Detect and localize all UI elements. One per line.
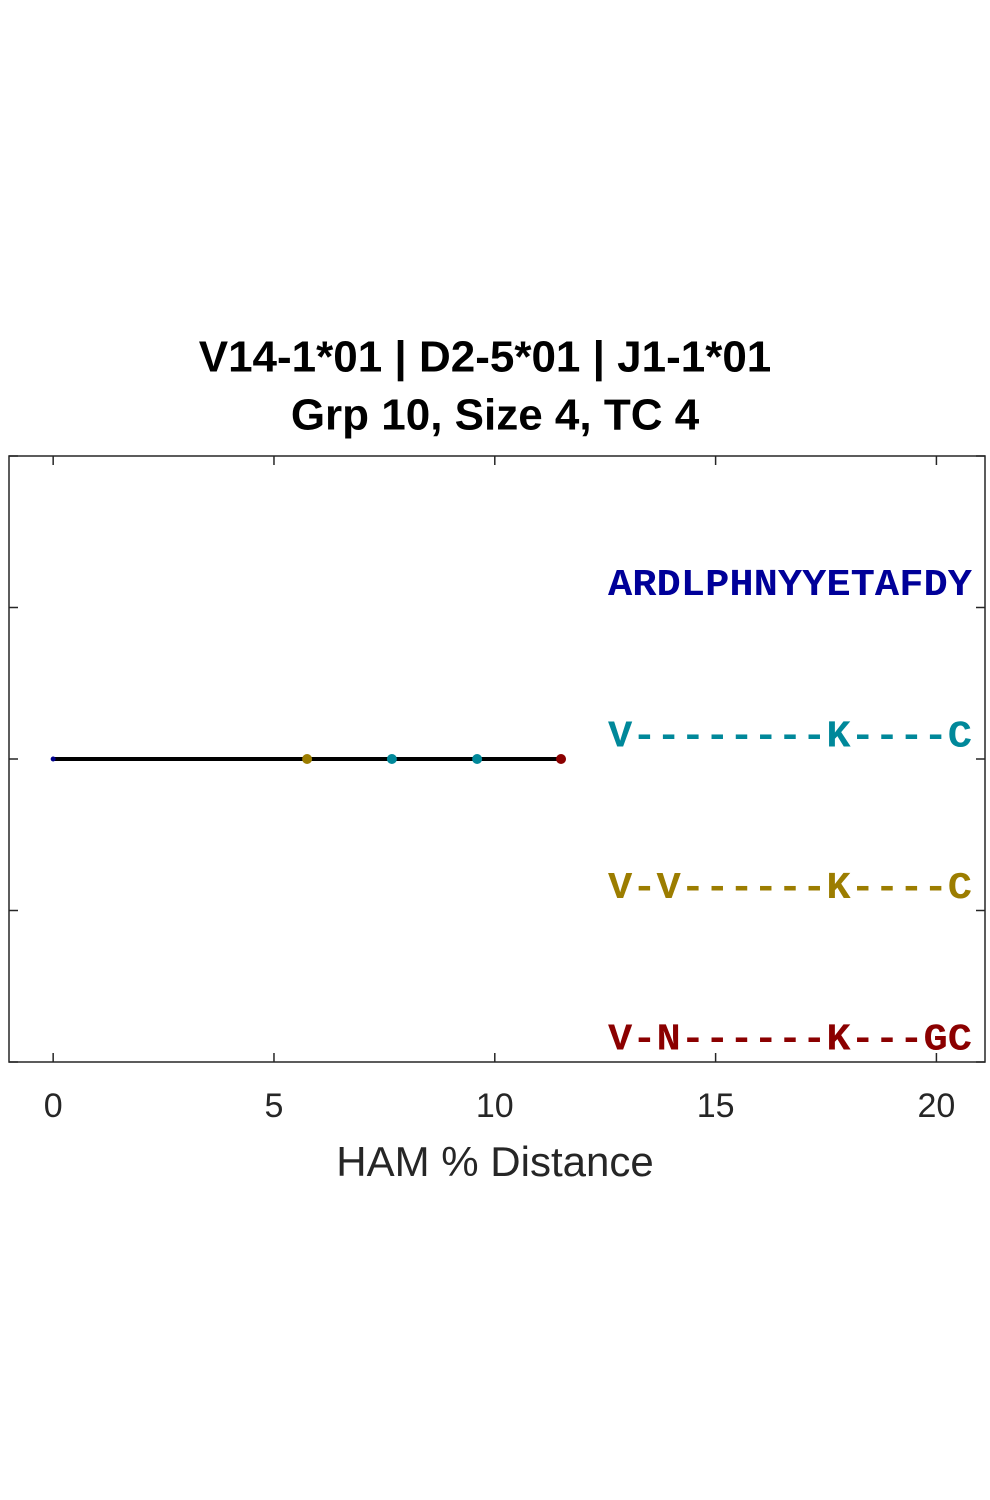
chart-subtitle: Grp 10, Size 4, TC 4 — [291, 391, 700, 440]
x-tick-label: 15 — [697, 1087, 735, 1125]
sequence-label: V-N------K---GC — [608, 1018, 972, 1061]
x-tick-label: 5 — [265, 1087, 284, 1125]
point — [472, 754, 483, 764]
x-tick-label: 0 — [44, 1087, 63, 1125]
point — [50, 756, 56, 762]
point — [556, 754, 567, 764]
sequence-label: ARDLPHNYYETAFDY — [608, 564, 972, 607]
x-axis-label: HAM % Distance — [336, 1138, 653, 1185]
x-tick-label: 10 — [476, 1087, 514, 1125]
chart-title: V14-1*01 | D2-5*01 | J1-1*01 — [199, 333, 772, 383]
point — [302, 754, 313, 764]
x-tick-label: 20 — [918, 1087, 956, 1125]
point — [386, 754, 397, 764]
sequence-label: V--------K----C — [608, 715, 972, 758]
sequence-label: V-V------K----C — [608, 867, 972, 910]
